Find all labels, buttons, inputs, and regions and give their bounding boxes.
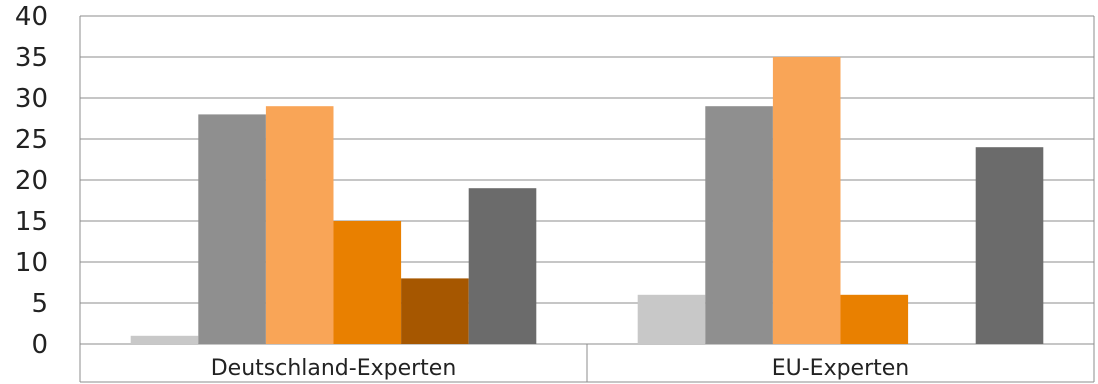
plot-frame bbox=[79, 16, 1095, 383]
bar bbox=[468, 188, 537, 344]
bar bbox=[130, 335, 199, 344]
bars bbox=[130, 57, 1044, 345]
y-tick-label: 0 bbox=[31, 330, 48, 360]
bar bbox=[401, 278, 469, 344]
y-tick-label: 15 bbox=[15, 207, 48, 237]
x-axis-categories: Deutschland-Experten EU-Experten bbox=[211, 356, 910, 381]
x-category-label: Deutschland-Experten bbox=[211, 356, 457, 381]
y-tick-label: 20 bbox=[15, 166, 48, 196]
bar bbox=[265, 106, 334, 344]
y-tick-label: 25 bbox=[15, 125, 48, 155]
bar bbox=[333, 221, 402, 344]
bar bbox=[198, 114, 266, 345]
bar bbox=[840, 294, 909, 344]
bar bbox=[975, 147, 1044, 344]
y-axis-ticks: 0 5 10 15 20 25 30 35 40 bbox=[15, 2, 48, 360]
x-category-label: EU-Experten bbox=[772, 356, 910, 381]
y-tick-label: 35 bbox=[15, 43, 48, 73]
y-tick-label: 10 bbox=[15, 248, 48, 278]
bar bbox=[637, 294, 706, 344]
y-tick-label: 5 bbox=[31, 289, 48, 319]
bar bbox=[772, 57, 841, 344]
bar bbox=[705, 106, 773, 344]
y-tick-label: 30 bbox=[15, 84, 48, 114]
y-tick-label: 40 bbox=[15, 2, 48, 32]
